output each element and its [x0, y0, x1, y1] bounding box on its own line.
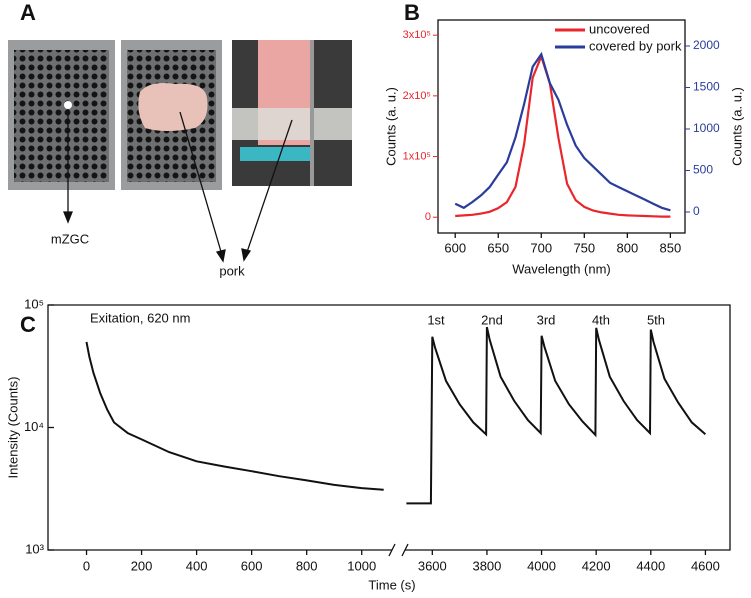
legend-label: uncovered [589, 21, 650, 36]
x-axis-label: Wavelength (nm) [512, 261, 611, 276]
panel-label: B [404, 0, 420, 25]
x-tick-label: 1000 [347, 558, 376, 573]
x-tick-label: 600 [241, 558, 263, 573]
y2-tick-label: 500 [693, 163, 713, 177]
y-axis-label: Intensity (Counts) [5, 377, 20, 479]
annotation: 5th [647, 312, 665, 327]
series-line [85, 326, 707, 505]
series-line [455, 53, 671, 218]
axis-break [388, 543, 409, 557]
x-tick-label: 850 [660, 240, 682, 255]
x-tick-label: 650 [487, 240, 509, 255]
x-tick-label: 700 [530, 240, 552, 255]
y2-axis-label: Counts (a. u.) [729, 87, 744, 166]
photo-label: pork [219, 263, 245, 278]
x-tick-label: 800 [616, 240, 638, 255]
x-tick-label: 600 [444, 240, 466, 255]
y2-tick-label: 2000 [693, 38, 720, 52]
x-tick-label: 200 [131, 558, 153, 573]
y2-tick-label: 1000 [693, 121, 720, 135]
x-tick-label: 4400 [636, 558, 665, 573]
y-tick-label: 1x10⁵ [403, 150, 431, 162]
y-axis-label: Counts (a. u.) [383, 87, 398, 166]
x-axis-label: Time (s) [368, 577, 415, 592]
x-tick-label: 0 [83, 558, 90, 573]
photo-pork-thickness [232, 40, 352, 186]
x-tick-label: 4200 [582, 558, 611, 573]
panel-label: C [20, 312, 36, 337]
x-tick-label: 750 [573, 240, 595, 255]
arrows [63, 109, 293, 263]
legend-label: covered by pork [589, 38, 682, 53]
annotation: 3rd [537, 312, 556, 327]
x-tick-label: 4000 [527, 558, 556, 573]
x-tick-label: 3600 [418, 558, 447, 573]
annotation: 1st [427, 312, 445, 327]
y-tick-label: 10⁴ [24, 419, 44, 434]
photo-plate [8, 40, 115, 190]
y-tick-label: 2x10⁵ [403, 90, 431, 102]
annotation: Exitation, 620 nm [90, 310, 190, 325]
photo-label: mZGC [51, 231, 89, 246]
x-tick-label: 3800 [472, 558, 501, 573]
plot-frame [437, 19, 686, 234]
y2-tick-label: 0 [693, 204, 700, 218]
y-tick-label: 10⁵ [24, 296, 44, 311]
y2-tick-label: 1500 [693, 80, 720, 94]
x-tick-label: 400 [186, 558, 208, 573]
plot-frame [47, 304, 731, 551]
y-tick-label: 0 [425, 211, 431, 223]
photo-plate-pork [121, 40, 222, 190]
x-tick-label: 800 [296, 558, 318, 573]
annotation: 2nd [481, 312, 503, 327]
series-line [454, 51, 671, 212]
y-tick-label: 3x10⁵ [403, 29, 431, 41]
x-tick-label: 4600 [691, 558, 720, 573]
annotation: 4th [592, 312, 610, 327]
y-tick-label: 10³ [25, 541, 44, 556]
panel-label: A [20, 0, 36, 25]
